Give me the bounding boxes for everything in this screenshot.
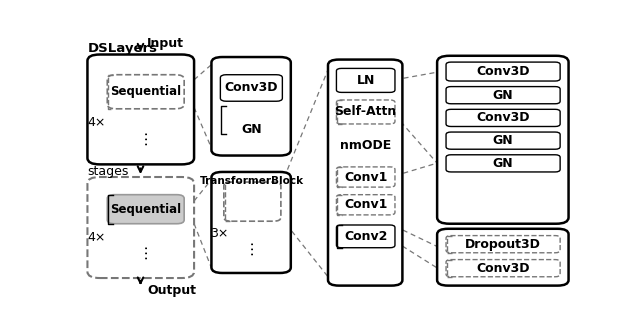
Text: Sequential: Sequential [111, 85, 182, 98]
FancyBboxPatch shape [446, 109, 560, 127]
FancyBboxPatch shape [337, 100, 395, 124]
FancyBboxPatch shape [220, 75, 282, 101]
Text: 4×: 4× [87, 116, 106, 129]
FancyBboxPatch shape [211, 57, 291, 155]
Text: GN: GN [241, 123, 262, 135]
Text: Conv3D: Conv3D [476, 65, 530, 78]
Text: Input: Input [147, 37, 184, 50]
FancyBboxPatch shape [88, 177, 194, 278]
Text: GN: GN [493, 89, 513, 102]
Text: GN: GN [493, 134, 513, 147]
FancyBboxPatch shape [337, 167, 395, 187]
FancyBboxPatch shape [108, 75, 184, 109]
FancyBboxPatch shape [446, 155, 560, 172]
Text: ⋯: ⋯ [138, 130, 154, 146]
FancyBboxPatch shape [446, 87, 560, 104]
FancyBboxPatch shape [446, 236, 560, 253]
Text: Conv3D: Conv3D [225, 81, 278, 94]
FancyBboxPatch shape [328, 60, 403, 286]
FancyBboxPatch shape [337, 225, 395, 248]
Text: ⋯: ⋯ [244, 240, 259, 255]
Text: Self-Attn: Self-Attn [335, 105, 397, 118]
FancyBboxPatch shape [437, 56, 568, 224]
FancyBboxPatch shape [337, 195, 395, 215]
Text: Conv2: Conv2 [344, 230, 387, 243]
FancyBboxPatch shape [446, 259, 560, 277]
Text: Conv1: Conv1 [344, 198, 387, 211]
Text: TransformerBlock: TransformerBlock [200, 176, 303, 186]
FancyBboxPatch shape [446, 132, 560, 149]
FancyBboxPatch shape [337, 69, 395, 92]
Text: Sequential: Sequential [111, 203, 182, 215]
FancyBboxPatch shape [446, 62, 560, 81]
Text: stages: stages [88, 165, 129, 178]
Text: LN: LN [356, 74, 375, 87]
FancyBboxPatch shape [88, 54, 194, 164]
Text: DSLayers: DSLayers [88, 42, 157, 55]
FancyBboxPatch shape [224, 182, 281, 221]
Text: Conv3D: Conv3D [476, 112, 530, 124]
FancyBboxPatch shape [211, 172, 291, 273]
Text: GN: GN [493, 157, 513, 170]
Text: nmODE: nmODE [340, 139, 391, 152]
Text: Output: Output [147, 284, 196, 297]
Text: ⋯: ⋯ [138, 244, 154, 259]
Text: Conv3D: Conv3D [476, 262, 530, 275]
Text: Conv1: Conv1 [344, 171, 387, 183]
Text: 4×: 4× [87, 231, 106, 244]
Text: Dropout3D: Dropout3D [465, 238, 541, 251]
FancyBboxPatch shape [108, 195, 184, 224]
FancyBboxPatch shape [437, 229, 568, 286]
Text: 3×: 3× [210, 227, 228, 240]
